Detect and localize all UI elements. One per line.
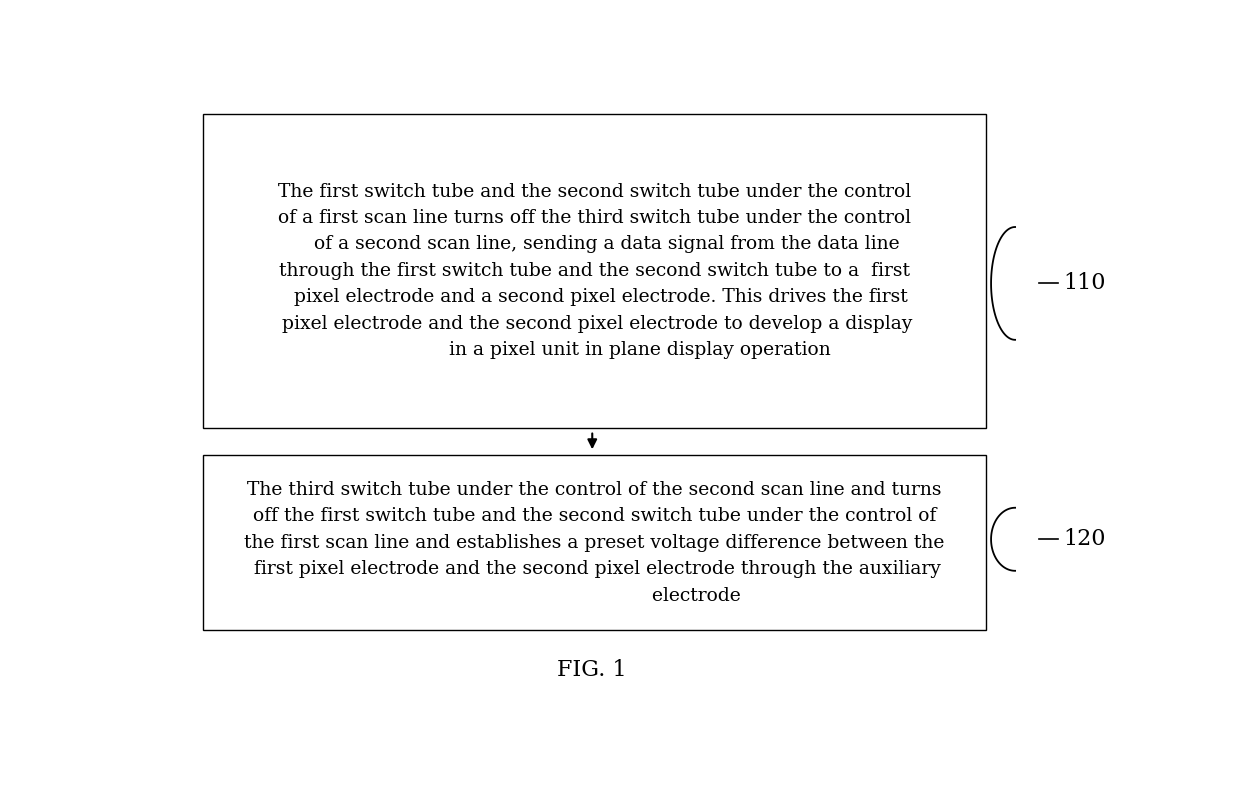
Bar xyxy=(203,455,986,630)
Text: The third switch tube under the control of the second scan line and turns
off th: The third switch tube under the control … xyxy=(244,481,945,605)
Text: 120: 120 xyxy=(1063,528,1106,551)
Text: 110: 110 xyxy=(1063,272,1106,294)
Bar xyxy=(203,114,986,428)
Text: The first switch tube and the second switch tube under the control
of a first sc: The first switch tube and the second swi… xyxy=(277,183,913,359)
Text: FIG. 1: FIG. 1 xyxy=(558,659,627,681)
